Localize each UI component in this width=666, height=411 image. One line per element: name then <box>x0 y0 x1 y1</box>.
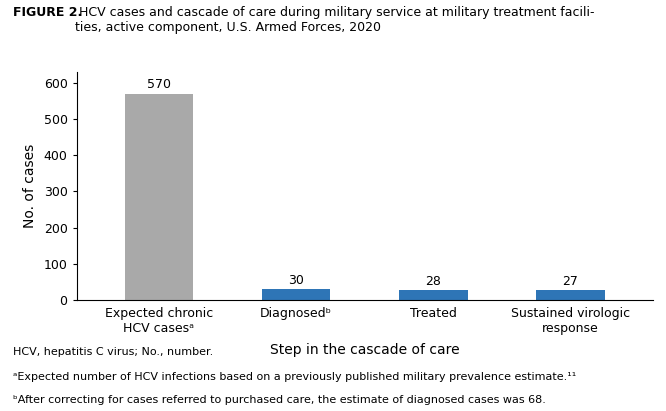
Bar <box>399 290 468 300</box>
Text: 27: 27 <box>563 275 578 288</box>
X-axis label: Step in the cascade of care: Step in the cascade of care <box>270 343 460 357</box>
Text: 30: 30 <box>288 274 304 287</box>
Text: 570: 570 <box>147 79 171 92</box>
Bar <box>262 289 330 300</box>
Text: FIGURE 2.: FIGURE 2. <box>13 6 83 19</box>
Bar <box>125 94 193 300</box>
Text: 28: 28 <box>426 275 441 288</box>
Text: HCV, hepatitis C virus; No., number.: HCV, hepatitis C virus; No., number. <box>13 347 214 357</box>
Text: ᵃExpected number of HCV infections based on a previously published military prev: ᵃExpected number of HCV infections based… <box>13 372 577 382</box>
Y-axis label: No. of cases: No. of cases <box>23 144 37 228</box>
Text: HCV cases and cascade of care during military service at military treatment faci: HCV cases and cascade of care during mil… <box>75 6 594 34</box>
Text: ᵇAfter correcting for cases referred to purchased care, the estimate of diagnose: ᵇAfter correcting for cases referred to … <box>13 395 546 404</box>
Bar <box>536 290 605 300</box>
